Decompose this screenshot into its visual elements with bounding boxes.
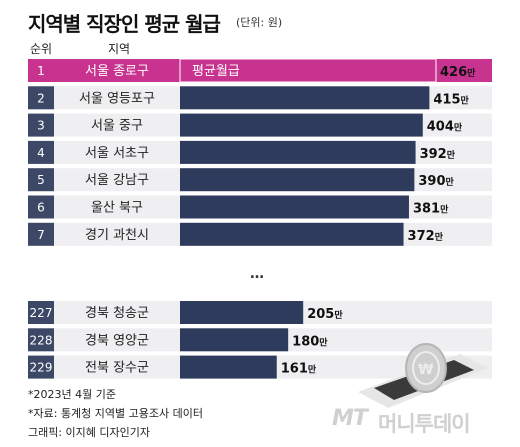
rank-box (28, 355, 54, 379)
rank-label: 229 (30, 361, 53, 375)
value-label: 390만 (418, 174, 454, 189)
note-source: *자료: 통계청 지역별 고용조사 데이터 (28, 407, 203, 420)
region-label: 경북 영양군 (85, 333, 149, 348)
region-label: 전북 장수군 (85, 361, 149, 376)
region-label: 서울 종로구 (85, 64, 149, 79)
rank-label: 3 (37, 119, 45, 133)
rank-label: 227 (30, 306, 53, 320)
rank-label: 6 (37, 201, 45, 215)
bar (180, 301, 304, 324)
rank-box (28, 168, 54, 192)
note-credit: 그래픽: 이지혜 디자인기자 (28, 426, 151, 439)
bar (180, 86, 430, 110)
coin-slot-illustration: ₩ (358, 343, 488, 408)
value-label: 415만 (433, 92, 469, 107)
rank-box (28, 113, 54, 137)
rank-box (28, 140, 54, 164)
rank-label: 2 (37, 91, 45, 105)
value-label: 426만 (440, 65, 476, 80)
value-label: 205만 (307, 307, 343, 322)
bar (180, 168, 415, 192)
bar (180, 140, 416, 164)
rank-box (28, 222, 54, 246)
rank-label: 1 (37, 64, 45, 78)
region-label: 서울 중구 (91, 119, 143, 134)
region-label: 울산 북구 (91, 201, 143, 216)
unit-label: (단위: 원) (236, 16, 283, 29)
region-label: 서울 서초구 (85, 146, 149, 161)
region-label: 서울 강남구 (85, 173, 149, 188)
rank-label: 5 (37, 173, 45, 187)
rank-box (28, 195, 54, 219)
rank-box (28, 86, 54, 110)
bar (180, 195, 409, 219)
value-label: 392만 (420, 147, 456, 162)
note-date: *2023년 4월 기준 (28, 388, 116, 401)
rank-column-header: 순위 (30, 42, 53, 56)
region-column-header: 지역 (108, 42, 131, 56)
logo-name: 머니투데이 (378, 412, 471, 436)
bar (180, 328, 289, 352)
region-label: 서울 영등포구 (79, 91, 155, 106)
rank-box (28, 301, 54, 324)
rank-label: 7 (37, 228, 45, 242)
bar (180, 222, 404, 246)
bar (180, 113, 423, 137)
value-label: 180만 (292, 334, 328, 349)
value-label: 161만 (281, 362, 317, 377)
bar (179, 58, 437, 83)
svg-text:₩: ₩ (418, 362, 434, 378)
logo-mark: MT (332, 406, 368, 431)
rank-box (28, 59, 54, 82)
bar (180, 355, 277, 379)
rank-label: 228 (30, 333, 53, 347)
ellipsis-divider: … (250, 266, 265, 282)
value-label: 381만 (413, 202, 449, 217)
value-label: 404만 (427, 120, 463, 135)
region-label: 경북 청송군 (85, 306, 149, 321)
rank-label: 4 (37, 146, 45, 160)
region-label: 경기 과천시 (85, 228, 149, 243)
rank-box (28, 328, 54, 352)
chart-title: 지역별 직장인 평균 월급 (28, 12, 221, 36)
value-label: 372만 (408, 229, 444, 244)
highlight-bar-label: 평균월급 (192, 64, 240, 79)
